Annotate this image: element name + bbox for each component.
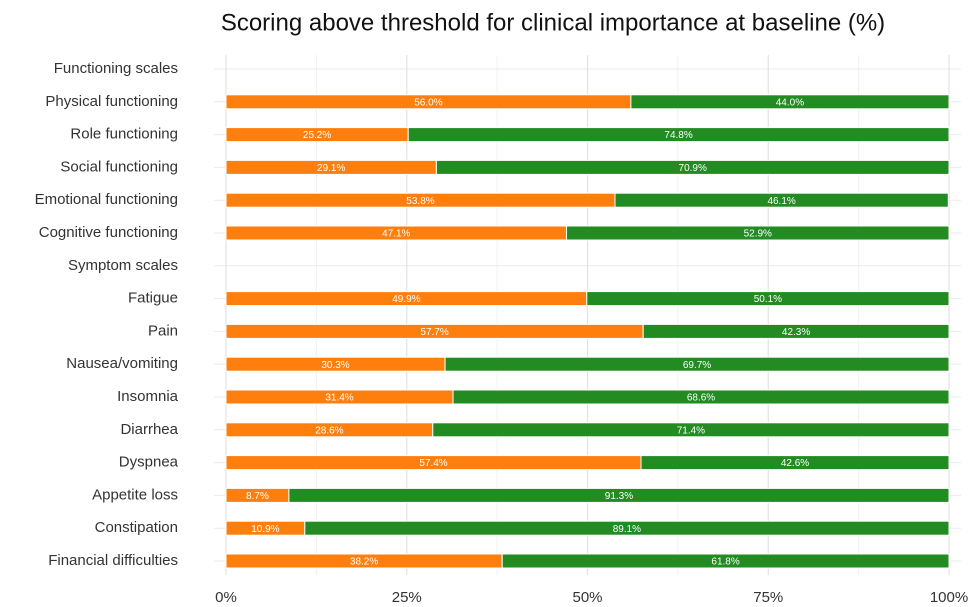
value-label: 29.1% bbox=[317, 163, 345, 174]
value-label: 61.8% bbox=[711, 557, 739, 568]
bar-segment bbox=[407, 127, 950, 143]
y-tick-label: Dyspnea bbox=[119, 454, 179, 471]
x-tick-label: 100% bbox=[930, 589, 968, 606]
value-label: 47.1% bbox=[382, 229, 410, 240]
y-tick-label: Physical functioning bbox=[45, 93, 178, 110]
bar-segment bbox=[435, 159, 950, 175]
y-tick-label: Constipation bbox=[95, 519, 178, 536]
y-tick-label: Diarrhea bbox=[120, 421, 178, 438]
value-label: 25.2% bbox=[303, 130, 331, 141]
y-tick-label: Fatigue bbox=[128, 290, 178, 307]
value-label: 71.4% bbox=[677, 425, 705, 436]
value-label: 10.9% bbox=[251, 524, 279, 535]
value-label: 52.9% bbox=[744, 229, 772, 240]
bar-segment bbox=[642, 323, 950, 339]
y-tick-label: Symptom scales bbox=[68, 257, 178, 274]
bar-segment bbox=[630, 94, 950, 110]
x-tick-label: 25% bbox=[392, 589, 422, 606]
value-label: 89.1% bbox=[613, 524, 641, 535]
bar-segment bbox=[586, 291, 950, 307]
value-label: 57.7% bbox=[420, 327, 448, 338]
x-tick-label: 75% bbox=[753, 589, 783, 606]
value-label: 49.9% bbox=[392, 294, 420, 305]
chart-title: Scoring above threshold for clinical imp… bbox=[221, 9, 885, 36]
y-tick-label: Social functioning bbox=[60, 158, 178, 175]
y-tick-label: Role functioning bbox=[70, 126, 178, 143]
bar-segment bbox=[566, 225, 950, 241]
bar-segment bbox=[444, 356, 950, 372]
value-label: 8.7% bbox=[246, 491, 269, 502]
y-tick-label: Insomnia bbox=[117, 388, 179, 405]
bar-segment bbox=[452, 389, 950, 405]
value-label: 28.6% bbox=[315, 425, 343, 436]
bar-segment bbox=[432, 422, 950, 438]
y-tick-label: Functioning scales bbox=[54, 60, 178, 77]
value-label: 38.2% bbox=[350, 557, 378, 568]
value-label: 44.0% bbox=[776, 97, 804, 108]
value-label: 68.6% bbox=[687, 393, 715, 404]
value-label: 46.1% bbox=[767, 196, 795, 207]
value-label: 56.0% bbox=[414, 97, 442, 108]
value-label: 42.3% bbox=[782, 327, 810, 338]
y-tick-label: Financial difficulties bbox=[48, 552, 178, 569]
value-label: 69.7% bbox=[683, 360, 711, 371]
y-tick-label: Pain bbox=[148, 322, 178, 339]
x-tick-label: 50% bbox=[572, 589, 602, 606]
value-label: 91.3% bbox=[605, 491, 633, 502]
value-label: 70.9% bbox=[679, 163, 707, 174]
x-tick-label: 0% bbox=[215, 589, 237, 606]
y-tick-label: Nausea/vomiting bbox=[66, 355, 178, 372]
bar-segment bbox=[304, 520, 950, 536]
y-tick-label: Cognitive functioning bbox=[39, 224, 178, 241]
bar-segment bbox=[614, 192, 949, 208]
value-label: 30.3% bbox=[321, 360, 349, 371]
value-label: 50.1% bbox=[754, 294, 782, 305]
value-label: 57.4% bbox=[419, 458, 447, 469]
y-tick-label: Emotional functioning bbox=[35, 191, 178, 208]
bar-segment bbox=[288, 487, 950, 503]
value-label: 31.4% bbox=[325, 393, 353, 404]
value-label: 42.6% bbox=[781, 458, 809, 469]
bar-segment bbox=[501, 553, 950, 569]
value-label: 74.8% bbox=[664, 130, 692, 141]
value-label: 53.8% bbox=[406, 196, 434, 207]
bar-segment bbox=[640, 455, 950, 471]
y-tick-label: Appetite loss bbox=[92, 486, 178, 503]
